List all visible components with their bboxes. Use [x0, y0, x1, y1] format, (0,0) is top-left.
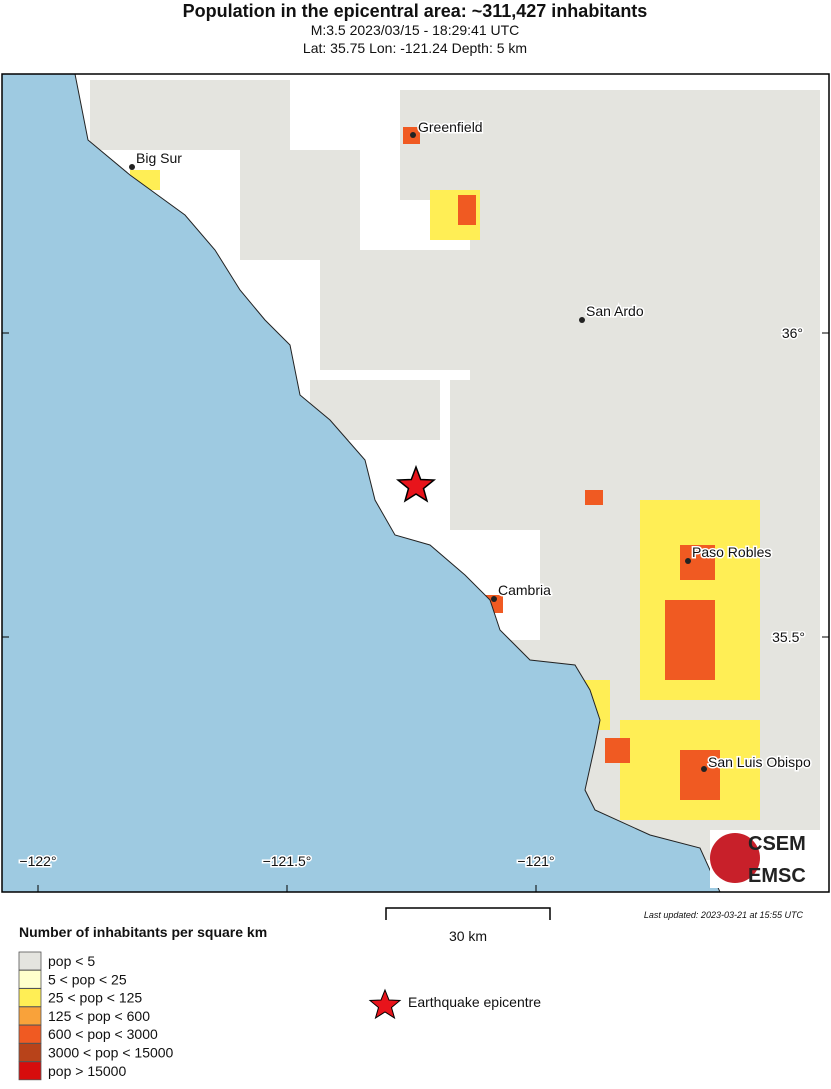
scale-label: 30 km — [449, 928, 487, 944]
legend-label: 5 < pop < 25 — [48, 971, 127, 987]
legend-title: Number of inhabitants per square km — [19, 924, 267, 940]
legend-swatch — [18, 1043, 42, 1062]
latitude-label: 35.5° — [772, 629, 805, 645]
map-frame — [1, 73, 830, 893]
city-dot — [491, 596, 497, 602]
city-label: Cambria — [498, 582, 551, 598]
longitude-label: −121.5° — [263, 853, 312, 869]
legend-label: 3000 < pop < 15000 — [48, 1045, 174, 1061]
legend-label: 600 < pop < 3000 — [48, 1026, 158, 1042]
subtitle: M:3.5 2023/03/15 - 18:29:41 UTC — [311, 22, 520, 38]
map: Greenfield Big Sur San Ardo Paso Robles … — [1, 73, 830, 893]
legend-label: pop > 15000 — [48, 1063, 126, 1079]
legend-epicentre-label: Earthquake epicentre — [408, 994, 541, 1010]
legend-epicentre-marker — [368, 988, 402, 1020]
city-label: San Ardo — [586, 303, 644, 319]
legend-swatch — [18, 1006, 42, 1026]
city-dot — [579, 317, 585, 323]
legend-label: 125 < pop < 600 — [48, 1008, 150, 1024]
last-updated: Last updated: 2023-03-21 at 15:55 UTC — [644, 910, 804, 920]
scale-bar — [385, 907, 551, 920]
tick-marks — [2, 332, 829, 892]
logo-text: CSEM — [748, 833, 806, 855]
legend-swatch — [18, 988, 42, 1007]
city-label: Greenfield — [418, 119, 483, 135]
city-label: Big Sur — [136, 150, 182, 166]
city-dot — [701, 766, 707, 772]
city-dot — [685, 558, 691, 564]
legend: pop < 5 5 < pop < 25 25 < pop < 125 125 < p… — [18, 951, 174, 1081]
city-dot — [410, 132, 416, 138]
longitude-label: −122° — [19, 853, 56, 869]
legend-swatch — [18, 969, 42, 989]
ocean — [1, 73, 721, 893]
legend-label: pop < 5 — [48, 953, 95, 969]
epicentre-marker — [395, 464, 437, 503]
legend-swatch — [18, 951, 42, 971]
high-density-areas — [403, 127, 720, 800]
city-label: San Luis Obispo — [708, 754, 811, 770]
legend-label: 25 < pop < 125 — [48, 990, 142, 1006]
title: Population in the epicentral area: ~311,… — [183, 1, 648, 21]
subtitle: Lat: 35.75 Lon: -121.24 Depth: 5 km — [303, 40, 527, 56]
legend-swatch — [18, 1024, 42, 1044]
logo-text: EMSC — [748, 865, 806, 887]
legend-swatch — [18, 1061, 42, 1081]
cities: Greenfield Big Sur San Ardo Paso Robles … — [129, 118, 812, 772]
city-dot — [129, 164, 135, 170]
latitude-label: 36° — [782, 325, 803, 341]
longitude-label: −121° — [517, 853, 554, 869]
city-label: Paso Robles — [692, 544, 771, 560]
logo: CSEM EMSC — [710, 830, 825, 888]
